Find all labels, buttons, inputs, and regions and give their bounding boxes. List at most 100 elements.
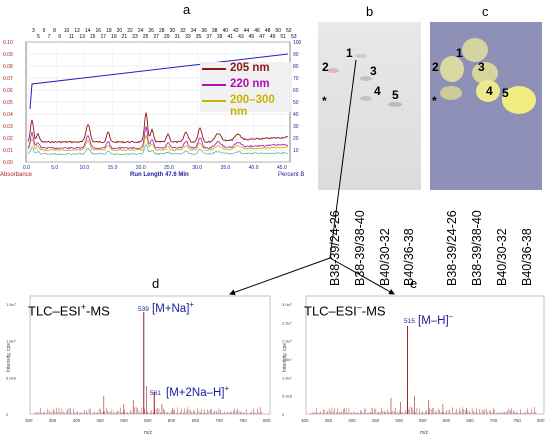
ms-x-tick: 800 — [537, 418, 545, 423]
ms-d-peak1-mz: 539 — [138, 306, 149, 313]
hplc-fraction-bottom: 15 — [90, 34, 96, 40]
hplc-fraction-top: 34 — [191, 28, 197, 34]
arrow-to-e — [329, 257, 395, 295]
hplc-x-tick: 35.0 — [221, 165, 231, 171]
hplc-x-tick: 45.0 — [277, 165, 287, 171]
hplc-legend: 205 nm 220 nm 200–300 nm — [200, 62, 292, 118]
ms-y-tick: 0 — [6, 412, 9, 417]
hplc-y-tick: 0.08 — [3, 64, 13, 70]
hplc-x-tick: 5.0 — [51, 165, 58, 171]
hplc-y2-tick: 90 — [293, 52, 299, 58]
ms-spectrum-d: 300 350 400 450 500 550 600 650 700 750 800 1.5e7 1… — [4, 288, 274, 436]
hplc-y2-ticks: 100 90 80 70 60 50 40 30 20 10 — [293, 40, 302, 154]
ms-y-tick: 1.0e7 — [6, 339, 17, 344]
hplc-fraction-top: 44 — [244, 28, 250, 34]
ms-x-tick: 800 — [263, 418, 271, 423]
tlc-c-spot-1-blob — [462, 38, 488, 62]
hplc-fraction-top: 22 — [127, 28, 133, 34]
ms-y-tick: 5.0e6 — [6, 375, 17, 380]
ms-e-x-ticks: 300 350 400 450 500 550 600 650 700 750 800 — [301, 418, 545, 423]
tlc-c-spot-2: 2 — [432, 60, 439, 74]
hplc-fraction-bottom: 25 — [143, 34, 149, 40]
tlc-b-star: * — [322, 94, 327, 108]
arrow-to-d — [229, 257, 331, 296]
legend-swatch-205 — [202, 68, 226, 70]
tlc-b-spot-5-blob — [388, 102, 402, 107]
hplc-y-tick: 0.09 — [3, 52, 13, 58]
hplc-fraction-top: 20 — [117, 28, 123, 34]
ms-y-tick: 3.0e7 — [282, 302, 293, 307]
hplc-fraction-bottom: 19 — [111, 34, 117, 40]
ms-e-ylabel: Intensity, cps — [282, 343, 288, 372]
hplc-y-tick: 0.04 — [3, 112, 13, 118]
ms-e-peak1-mz: 515 — [404, 318, 415, 325]
ms-x-tick: 500 — [120, 418, 128, 423]
hplc-y-tick: 0.05 — [3, 100, 13, 106]
hplc-fraction-top: 14 — [85, 28, 91, 34]
legend-220: 220 nm — [230, 78, 270, 90]
hplc-fraction-top: 38 — [212, 28, 218, 34]
panel-label-e: e — [410, 276, 418, 291]
ms-x-tick: 600 — [168, 418, 176, 423]
trace-200-300nm — [27, 133, 289, 152]
ms-y-tick: 1.5e7 — [282, 357, 293, 362]
hplc-fraction-bottom: 39 — [217, 34, 223, 40]
hplc-y2-tick: 30 — [293, 124, 299, 130]
hplc-fraction-bottom: 17 — [101, 34, 107, 40]
ms-x-tick: 400 — [348, 418, 356, 423]
ms-x-tick: 350 — [49, 418, 57, 423]
trace-220nm — [27, 126, 289, 150]
ms-x-tick: 300 — [301, 418, 309, 423]
hplc-fraction-top: 3 — [32, 28, 35, 34]
panel-label-b: b — [366, 4, 374, 19]
panel-label-d: d — [152, 276, 160, 291]
legend-swatch-220 — [202, 84, 226, 86]
legend-swatch-200-300 — [202, 100, 226, 102]
hplc-fraction-top: 16 — [96, 28, 102, 34]
hplc-fraction-top: 6 — [43, 28, 46, 34]
ms-x-tick: 350 — [325, 418, 333, 423]
tlc-b-spot-1: 1 — [346, 46, 353, 60]
hplc-fraction-bottom: 7 — [48, 34, 51, 40]
ms-x-tick: 750 — [239, 418, 247, 423]
tlc-c-spot-4-blob — [476, 80, 500, 102]
tlc-b-spot-1-blob — [355, 54, 367, 58]
hplc-x-tick: 25.0 — [164, 165, 174, 171]
hplc-y-tick: 0.10 — [3, 40, 13, 46]
percent-b-label: Percent B — [278, 172, 304, 178]
ms-d-xlabel: m/z — [144, 430, 153, 436]
hplc-fraction-bottom: 33 — [185, 34, 191, 40]
hplc-fraction-bottom: 37 — [206, 34, 212, 40]
ms-x-tick: 300 — [25, 418, 33, 423]
hplc-chromatogram: 0.10 0.09 0.08 0.07 0.06 0.05 0.04 0.03 0.02 0.01… — [0, 24, 305, 184]
hplc-y2-tick: 20 — [293, 136, 299, 142]
hplc-fraction-top: 24 — [138, 28, 144, 34]
hplc-y-tick: 0.06 — [3, 88, 13, 94]
absorbance-label: Absorbance — [0, 172, 33, 178]
hplc-fraction-bottom: 13 — [79, 34, 85, 40]
hplc-fraction-top: 46 — [254, 28, 260, 34]
tlc-c-star: * — [432, 94, 437, 108]
hplc-fraction-top: 50 — [275, 28, 281, 34]
ms-d-frame — [29, 295, 271, 415]
hplc-y-tick: 0.02 — [3, 136, 13, 142]
tlc-b-spot-2-blob — [327, 68, 339, 73]
hplc-fraction-bottom: 35 — [196, 34, 202, 40]
hplc-y-tick: 0.00 — [3, 160, 13, 166]
ms-y-tick: 0 — [282, 412, 285, 417]
ms-d-peak1-ion: [M+Na]+ — [152, 300, 195, 315]
legend-200-300: 200–300 nm — [230, 94, 275, 118]
tlc-c-spot-1: 1 — [456, 46, 463, 60]
hplc-fraction-bottom: 29 — [164, 34, 170, 40]
hplc-fraction-bottom: 21 — [122, 34, 128, 40]
hplc-fraction-top: 26 — [148, 28, 154, 34]
hplc-x-tick: 40.0 — [249, 165, 259, 171]
hplc-fraction-bottom: 47 — [259, 34, 265, 40]
ms-d-peaks — [34, 312, 263, 414]
hplc-fraction-top: 42 — [233, 28, 239, 34]
ms-d-plot: 300 350 400 450 500 550 600 650 700 750 800 1.5e71… — [6, 295, 271, 436]
panel-label-c: c — [482, 4, 489, 19]
ms-d-peak2-mz: 561 — [150, 390, 161, 397]
legend-205: 205 nm — [230, 62, 270, 74]
